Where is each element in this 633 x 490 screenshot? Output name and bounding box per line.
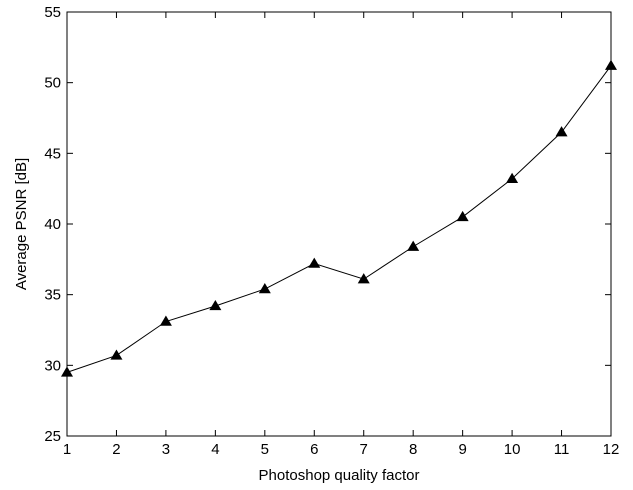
y-tick-label: 45: [44, 145, 61, 162]
data-point-marker: [456, 210, 469, 222]
x-tick-label: 4: [211, 441, 219, 458]
x-tick-label: 10: [504, 441, 521, 458]
x-axis-ticks: 1 2 3 4 5 6 7 8 9 10 11 12: [63, 12, 620, 458]
y-axis-label: Average PSNR [dB]: [13, 158, 30, 290]
plot-area: [66, 11, 612, 437]
data-point-marker: [407, 240, 420, 251]
data-point-marker: [258, 283, 271, 294]
x-tick-label: 6: [310, 441, 318, 458]
x-tick-label: 2: [112, 441, 120, 458]
y-tick-label: 55: [44, 4, 61, 21]
x-tick-label: 11: [554, 441, 570, 458]
x-axis-label: Photoshop quality factor: [259, 467, 420, 484]
data-point-marker: [605, 59, 617, 70]
y-tick-label: 40: [44, 216, 61, 233]
data-point-marker: [357, 273, 370, 284]
data-point-marker: [61, 366, 73, 377]
y-axis-ticks: 25 30 35 40 45 50 55: [44, 4, 611, 445]
data-point-marker: [308, 257, 321, 268]
data-point-marker: [209, 299, 222, 311]
data-point-marker: [159, 315, 172, 326]
x-tick-label: 1: [63, 441, 71, 458]
data-point-marker: [555, 126, 568, 137]
series-line: [66, 65, 612, 373]
x-tick-label: 3: [162, 441, 170, 458]
y-tick-label: 25: [44, 428, 61, 445]
data-point-marker: [506, 172, 519, 183]
x-tick-label: 7: [360, 441, 368, 458]
x-tick-label: 12: [603, 441, 620, 458]
data-point-marker: [110, 349, 123, 360]
x-tick-label: 9: [458, 441, 466, 458]
y-tick-label: 30: [44, 357, 61, 374]
x-tick-label: 8: [409, 441, 417, 458]
series-group: [61, 59, 617, 377]
x-tick-label: 5: [261, 441, 269, 458]
y-tick-label: 50: [44, 75, 61, 92]
y-tick-label: 35: [44, 287, 61, 304]
